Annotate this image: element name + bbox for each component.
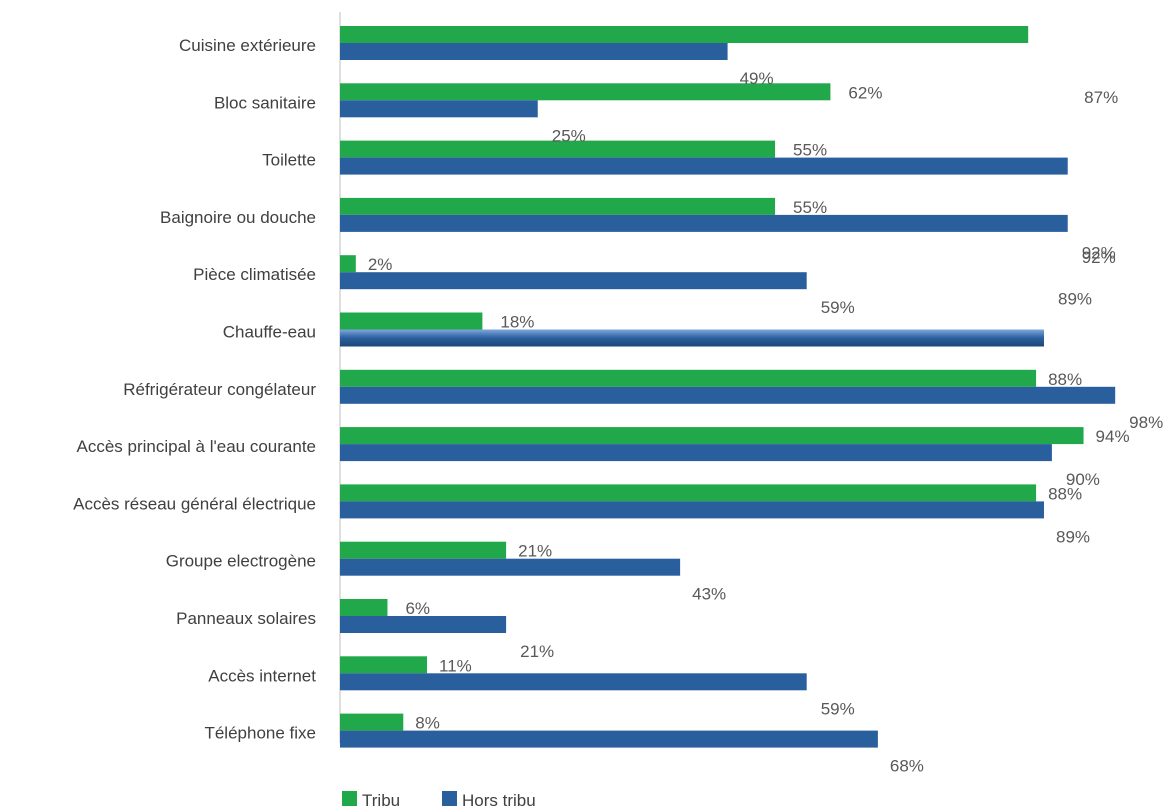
data-label-hors-tribu-panneaux-solaires: 21%	[520, 642, 554, 661]
legend-item-hors-tribu: Hors tribu	[442, 791, 536, 809]
data-label-hors-tribu-bloc-sanitaire: 25%	[552, 126, 586, 145]
bar-tribu-cuisine-exterieure	[340, 26, 1029, 43]
data-label-hors-tribu-acces-internet: 59%	[821, 699, 855, 718]
category-label-panneaux-solaires: Panneaux solaires	[176, 609, 316, 628]
data-label-tribu-panneaux-solaires: 6%	[405, 599, 430, 618]
bar-hors-tribu-chauffe-eau	[340, 329, 1044, 347]
bar-hors-tribu-acces-internet	[340, 673, 807, 691]
bar-tribu-acces-principal-a-l-eau-courante	[340, 427, 1084, 445]
category-label-cuisine-exterieure: Cuisine extérieure	[179, 36, 316, 55]
category-label-baignoire-ou-douche: Baignoire ou douche	[160, 208, 316, 227]
bar-tribu-groupe-electrogene	[340, 541, 507, 559]
data-label-hors-tribu-telephone-fixe: 68%	[890, 757, 924, 776]
bar-tribu-acces-internet	[340, 656, 428, 674]
bar-hors-tribu-acces-principal-a-l-eau-courante	[340, 444, 1052, 462]
bar-hors-tribu-baignoire-ou-douche	[340, 214, 1068, 232]
data-label-hors-tribu-refrigerateur-congelateur: 98%	[1129, 413, 1163, 432]
data-label-tribu-acces-internet: 11%	[439, 656, 472, 675]
bar-tribu-panneaux-solaires	[340, 599, 388, 616]
category-label-acces-internet: Accès internet	[208, 666, 316, 685]
category-label-toilette: Toilette	[262, 151, 316, 170]
data-label-tribu-cuisine-exterieure: 87%	[1084, 88, 1118, 107]
legend-swatch-hors-tribu	[442, 791, 457, 806]
data-label-hors-tribu-acces-reseau-general-electrique: 89%	[1056, 527, 1090, 546]
category-label-acces-reseau-general-electrique: Accès réseau général électrique	[73, 494, 316, 513]
data-label-hors-tribu-cuisine-exterieure: 49%	[740, 69, 774, 88]
category-label-piece-climatisee: Pièce climatisée	[193, 265, 316, 284]
legend-swatch-tribu	[342, 791, 357, 806]
legend-item-tribu: Tribu	[342, 791, 400, 809]
bar-hors-tribu-groupe-electrogene	[340, 558, 681, 576]
category-label-refrigerateur-congelateur: Réfrigérateur congélateur	[123, 380, 316, 399]
bar-hors-tribu-piece-climatisee	[340, 272, 807, 290]
bar-tribu-refrigerateur-congelateur	[340, 369, 1037, 387]
bar-tribu-piece-climatisee	[340, 255, 356, 273]
category-label-chauffe-eau: Chauffe-eau	[223, 323, 316, 342]
bar-hors-tribu-toilette	[340, 157, 1068, 175]
data-label-hors-tribu-chauffe-eau: 89%	[1058, 290, 1092, 309]
bar-hors-tribu-refrigerateur-congelateur	[340, 386, 1116, 404]
labels-layer: Cuisine extérieure 87% 49% Bloc sanitaire 62…	[73, 36, 1163, 776]
bar-hors-tribu-panneaux-solaires	[340, 616, 507, 633]
data-label-tribu-baignoire-ou-douche: 55%	[793, 198, 827, 217]
bar-hors-tribu-telephone-fixe	[340, 730, 878, 748]
category-label-groupe-electrogene: Groupe electrogène	[166, 552, 316, 571]
data-label-hors-tribu-acces-principal-a-l-eau-courante: 90%	[1066, 470, 1100, 489]
data-label-hors-tribu-groupe-electrogene: 43%	[692, 585, 726, 604]
data-label-tribu-piece-climatisee: 2%	[368, 255, 393, 274]
bar-tribu-acces-reseau-general-electrique	[340, 484, 1037, 502]
bar-hors-tribu-bloc-sanitaire	[340, 100, 538, 118]
data-label-tribu-chauffe-eau: 18%	[500, 313, 534, 332]
data-label-hors-tribu-piece-climatisee: 59%	[821, 298, 855, 317]
data-label-tribu-refrigerateur-congelateur: 88%	[1048, 370, 1082, 389]
bars-layer	[340, 26, 1116, 748]
data-label-tribu-groupe-electrogene: 21%	[518, 542, 552, 561]
data-label-tribu-acces-principal-a-l-eau-courante: 94%	[1096, 427, 1130, 446]
legend-label-tribu: Tribu	[362, 791, 400, 809]
data-label-tribu-acces-reseau-general-electrique: 88%	[1048, 484, 1082, 503]
category-label-telephone-fixe: Téléphone fixe	[204, 724, 316, 743]
bar-hors-tribu-cuisine-exterieure	[340, 43, 728, 60]
data-label-tribu-telephone-fixe: 8%	[415, 714, 440, 733]
data-label-hors-tribu-baignoire-ou-douche: 92%	[1082, 248, 1116, 267]
legend: Tribu Hors tribu	[342, 791, 536, 809]
category-label-bloc-sanitaire: Bloc sanitaire	[214, 93, 316, 112]
bar-tribu-baignoire-ou-douche	[340, 197, 776, 215]
legend-label-hors-tribu: Hors tribu	[462, 791, 536, 809]
bar-tribu-telephone-fixe	[340, 713, 404, 731]
data-label-tribu-bloc-sanitaire: 62%	[848, 83, 882, 102]
bar-tribu-toilette	[340, 140, 776, 158]
bar-tribu-chauffe-eau	[340, 312, 483, 330]
category-label-acces-principal-a-l-eau-courante: Accès principal à l'eau courante	[77, 437, 317, 456]
bar-hors-tribu-acces-reseau-general-electrique	[340, 501, 1044, 519]
data-label-tribu-toilette: 55%	[793, 141, 827, 160]
data-label-hors-tribu-toilette: 92%	[1082, 244, 1116, 263]
bar-tribu-bloc-sanitaire	[340, 83, 831, 101]
